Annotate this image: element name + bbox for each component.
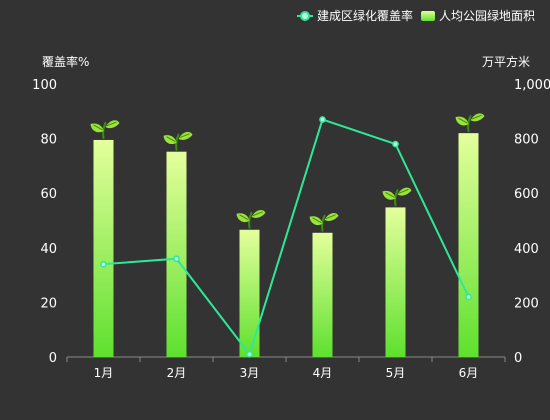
y-left-tick-label: 60 [40, 187, 57, 202]
sprout-icon [236, 210, 266, 229]
legend[interactable]: 建成区绿化覆盖率 人均公园绿地面积 [297, 8, 535, 23]
sprout-icon [382, 187, 412, 207]
line-point[interactable] [465, 293, 472, 301]
sprout-icon [90, 120, 120, 139]
x-tick-label: 6月 [459, 366, 479, 380]
bar-series [93, 133, 479, 357]
x-tick-label: 5月 [386, 366, 406, 380]
line-point[interactable] [319, 116, 326, 123]
x-tick-label: 4月 [313, 366, 333, 380]
y-left-tick-label: 20 [40, 296, 57, 311]
bar-markers [90, 113, 485, 232]
y-right-tick-label: 600 [514, 187, 539, 202]
line-path [103, 118, 470, 357]
sprout-icon [309, 213, 339, 232]
legend-bar-swatch [421, 11, 435, 21]
x-tick-label: 1月 [94, 366, 114, 380]
y-axis-left-title: 覆盖率% [42, 54, 89, 69]
line-point[interactable] [392, 140, 399, 148]
legend-item-line[interactable]: 建成区绿化覆盖率 [297, 8, 413, 23]
y-right-tick-label: 200 [514, 296, 539, 311]
line-point[interactable] [246, 350, 253, 358]
bar[interactable] [239, 229, 260, 357]
bar[interactable] [166, 151, 187, 357]
legend-item-bar[interactable]: 人均公园绿地面积 [421, 8, 535, 23]
y-left-tick-label: 0 [49, 351, 57, 366]
y-right-tick-label: 1,000 [514, 78, 550, 93]
sprout-icon [163, 131, 193, 151]
x-tick-label: 3月 [240, 366, 260, 380]
line-point[interactable] [173, 255, 180, 263]
sprout-icon [455, 113, 485, 133]
legend-label-bar: 人均公园绿地面积 [439, 8, 535, 23]
y-right-tick-label: 800 [514, 133, 539, 148]
line-series [100, 116, 472, 358]
line-point[interactable] [100, 260, 107, 268]
y-right-tick-label: 0 [514, 351, 522, 366]
axes: 0 20 40 60 80 100 0 200 400 600 800 1,000 1月 2月 3月 4月 5月… [32, 78, 550, 380]
bar[interactable] [312, 232, 333, 357]
legend-label-line: 建成区绿化覆盖率 [317, 8, 413, 23]
bar[interactable] [93, 139, 114, 357]
y-left-tick-label: 100 [32, 78, 57, 93]
bar[interactable] [458, 133, 479, 357]
y-left-tick-label: 40 [40, 242, 57, 257]
y-right-tick-label: 400 [514, 242, 539, 257]
bar[interactable] [385, 207, 406, 357]
y-left-tick-label: 80 [40, 133, 57, 148]
legend-line-marker [300, 11, 310, 21]
x-tick-label: 2月 [167, 366, 187, 380]
y-axis-right-title: 万平方米 [482, 54, 530, 69]
